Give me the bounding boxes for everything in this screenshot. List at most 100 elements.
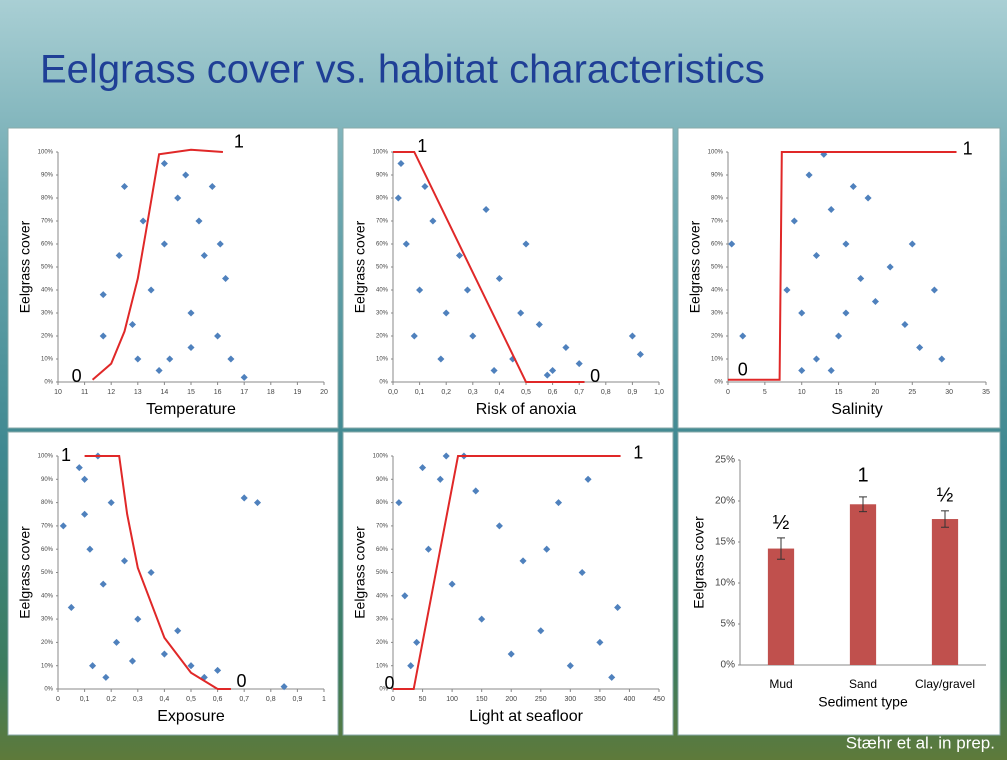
slide-title: Eelgrass cover vs. habitat characteristi… <box>40 48 765 92</box>
scatter-point <box>107 499 115 507</box>
y-tick-label: 60% <box>376 547 389 553</box>
y-tick-label: 70% <box>711 219 724 225</box>
scatter-point <box>147 286 155 294</box>
y-tick-label: 10% <box>715 578 735 589</box>
bar <box>849 504 877 665</box>
scatter-point <box>436 475 444 483</box>
scatter-point <box>584 475 592 483</box>
scatter-point <box>401 592 409 600</box>
scatter-point <box>99 291 107 299</box>
x-tick-label: 200 <box>505 696 517 703</box>
x-tick-label: 15 <box>187 389 195 396</box>
y-tick-label: 10% <box>711 357 724 363</box>
scatter-point <box>938 355 946 363</box>
scatter-point <box>871 297 879 306</box>
x-tick-label: Sand <box>849 677 877 691</box>
scatter-point <box>628 332 636 340</box>
scatter-point <box>827 205 835 214</box>
x-tick-label: 150 <box>476 696 488 703</box>
annotation: 1 <box>417 136 427 156</box>
scatter-point <box>187 309 195 317</box>
scatter-point <box>227 355 235 363</box>
x-tick-label: 0,4 <box>160 696 170 703</box>
x-tick-label: 100 <box>446 696 458 703</box>
y-tick-label: 20% <box>376 640 389 646</box>
scatter-point <box>596 638 604 646</box>
y-tick-label: 25% <box>715 455 735 466</box>
y-tick-label: 80% <box>376 196 389 202</box>
scatter-point <box>507 650 515 658</box>
scatter-point <box>115 251 123 260</box>
scatter-point <box>842 309 850 317</box>
y-tick-label: 20% <box>376 334 389 340</box>
scatter-point <box>139 217 147 225</box>
x-tick-label: 0,6 <box>548 389 558 396</box>
scatter-point <box>102 673 110 681</box>
x-axis-label: Exposure <box>157 708 225 725</box>
scatter-point <box>160 240 168 248</box>
scatter-point <box>549 366 557 375</box>
scatter-point <box>59 522 67 530</box>
scatter-point <box>566 662 574 670</box>
y-tick-label: 80% <box>376 500 389 506</box>
annotation: 0 <box>590 366 600 386</box>
fit-line <box>393 151 585 383</box>
scatter-point <box>216 240 224 248</box>
scatter-point <box>120 557 129 565</box>
annotation: ½ <box>773 512 790 534</box>
bar <box>931 519 959 665</box>
x-tick-label: 0,1 <box>415 389 425 396</box>
scatter-point <box>578 568 586 577</box>
annotation: 1 <box>963 138 973 158</box>
x-tick-label: 350 <box>594 696 606 703</box>
scatter-point <box>187 662 195 670</box>
annotation: 1 <box>633 442 643 462</box>
x-tick-label: 0 <box>391 696 395 703</box>
panel <box>7 127 339 429</box>
scatter-point <box>394 194 402 202</box>
scatter-point <box>522 240 530 248</box>
y-axis-label: Eelgrass cover <box>17 220 33 313</box>
y-axis-label: Eelgrass cover <box>352 220 368 313</box>
x-tick-label: 0,1 <box>80 696 90 703</box>
x-tick-label: 5 <box>763 389 767 396</box>
y-tick-label: 0% <box>44 380 53 386</box>
scatter-point <box>519 557 527 565</box>
annotation: 0 <box>738 359 748 379</box>
scatter-point <box>174 627 182 635</box>
scatter-point <box>562 343 570 352</box>
x-tick-label: 12 <box>107 389 115 396</box>
panel <box>677 127 1001 429</box>
scatter-point <box>195 217 203 225</box>
x-tick-label: 0,7 <box>239 696 249 703</box>
y-tick-label: 30% <box>711 311 724 317</box>
x-tick-label: 0,6 <box>213 696 223 703</box>
x-tick-label: 25 <box>908 389 916 396</box>
x-tick-label: 15 <box>835 389 843 396</box>
y-axis-label: Eelgrass cover <box>691 516 707 609</box>
scatter-point <box>442 309 450 317</box>
y-tick-label: 0% <box>721 660 736 671</box>
x-tick-label: 18 <box>267 389 275 396</box>
scatter-point <box>240 494 248 502</box>
scatter-point <box>214 666 222 674</box>
y-tick-label: 10% <box>376 357 389 363</box>
x-tick-label: 13 <box>134 389 142 396</box>
scatter-point <box>812 355 820 363</box>
y-tick-label: 90% <box>41 173 54 179</box>
scatter-point <box>490 366 498 375</box>
scatter-point <box>128 657 137 665</box>
y-tick-label: 40% <box>376 593 389 599</box>
scatter-point <box>442 452 450 460</box>
scatter-point <box>636 350 644 358</box>
scatter-point <box>463 286 472 294</box>
y-tick-label: 80% <box>41 196 54 202</box>
scatter-point <box>174 194 182 202</box>
fit-line <box>91 148 223 381</box>
scatter-point <box>67 603 75 611</box>
fit-line <box>728 151 957 381</box>
annotation: 0 <box>72 366 82 386</box>
scatter-point <box>429 217 437 225</box>
scatter-point <box>798 366 806 375</box>
x-tick-label: 20 <box>320 389 328 396</box>
